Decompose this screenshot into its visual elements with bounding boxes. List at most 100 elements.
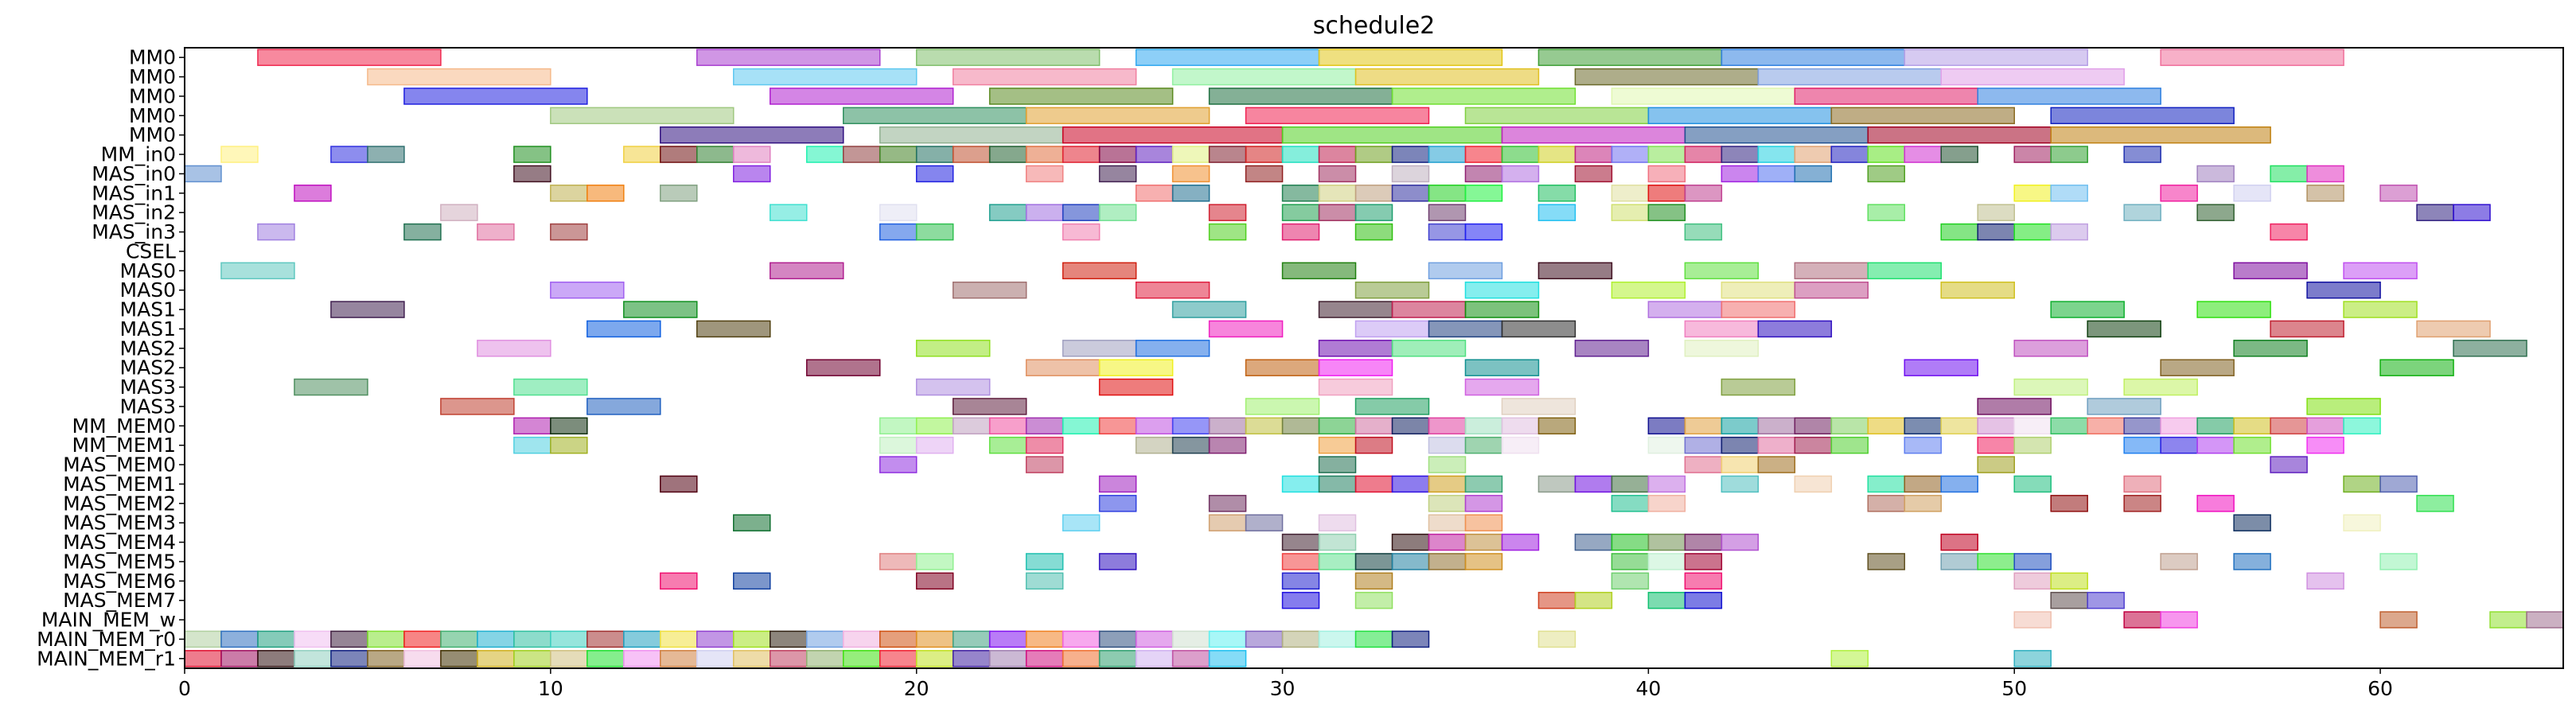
task-bar bbox=[1354, 223, 1393, 241]
task-bar bbox=[1867, 495, 1906, 512]
task-bar bbox=[1647, 165, 1686, 183]
task-bar bbox=[1794, 281, 1869, 299]
task-bar bbox=[1391, 165, 1430, 183]
task-bar bbox=[1464, 301, 1540, 318]
task-bar bbox=[770, 650, 808, 667]
task-bar bbox=[1721, 49, 1906, 66]
task-bar bbox=[1611, 204, 1650, 221]
task-bar bbox=[1318, 301, 1393, 318]
row-label: MAS1 bbox=[120, 298, 176, 321]
task-bar bbox=[1830, 107, 2015, 125]
task-bar bbox=[1647, 475, 1686, 493]
task-bar bbox=[1025, 165, 1064, 183]
task-bar bbox=[1245, 398, 1320, 415]
task-bar bbox=[1647, 417, 1686, 435]
task-bar bbox=[733, 68, 918, 86]
task-bar bbox=[1977, 223, 2015, 241]
task-bar bbox=[1574, 475, 1613, 493]
task-bar bbox=[1501, 146, 1540, 163]
task-bar bbox=[1391, 88, 1576, 105]
row-label: MM0 bbox=[129, 46, 176, 69]
task-bar bbox=[988, 417, 1027, 435]
task-bar bbox=[1098, 378, 1174, 396]
row-label: MAIN_MEM_w bbox=[41, 609, 176, 632]
task-bar bbox=[1757, 417, 1796, 435]
task-bar bbox=[952, 417, 991, 435]
task-bar bbox=[1354, 281, 1430, 299]
task-bar bbox=[1354, 630, 1393, 648]
task-bar bbox=[1501, 436, 1540, 454]
task-bar bbox=[2196, 165, 2235, 183]
task-bar bbox=[660, 126, 844, 144]
task-bar bbox=[1830, 417, 1869, 435]
task-bar bbox=[770, 262, 844, 280]
task-bar bbox=[2343, 417, 2381, 435]
task-bar bbox=[2160, 185, 2198, 202]
task-bar bbox=[1025, 553, 1064, 570]
task-bar bbox=[2196, 495, 2235, 512]
task-bar bbox=[1611, 185, 1650, 202]
task-bar bbox=[2050, 417, 2088, 435]
task-bar bbox=[879, 436, 918, 454]
task-bar bbox=[2306, 185, 2344, 202]
task-bar bbox=[1062, 223, 1101, 241]
task-bar bbox=[2306, 281, 2381, 299]
task-bar bbox=[1794, 88, 1978, 105]
task-bar bbox=[1611, 146, 1650, 163]
task-bar bbox=[1391, 533, 1430, 551]
task-bar bbox=[1537, 591, 1576, 609]
task-bar bbox=[1721, 533, 1760, 551]
task-bar bbox=[1684, 572, 1723, 590]
task-bar bbox=[2196, 204, 2235, 221]
task-bar bbox=[1135, 630, 1174, 648]
task-bar bbox=[1428, 495, 1467, 512]
task-bar bbox=[879, 553, 918, 570]
task-bar bbox=[2123, 417, 2161, 435]
task-bar bbox=[2050, 591, 2088, 609]
task-bar bbox=[1098, 417, 1137, 435]
task-bar bbox=[1098, 359, 1174, 376]
task-bar bbox=[587, 650, 625, 667]
task-bar bbox=[1647, 107, 1833, 125]
task-bar bbox=[587, 398, 661, 415]
row-label: MAS0 bbox=[120, 278, 176, 302]
task-bar bbox=[1721, 475, 1760, 493]
task-bar bbox=[915, 630, 954, 648]
task-bar bbox=[1171, 185, 1210, 202]
task-bar bbox=[1721, 417, 1760, 435]
task-bar bbox=[1940, 533, 1978, 551]
task-bar bbox=[294, 630, 332, 648]
row-label: MAS_MEM2 bbox=[63, 492, 176, 515]
task-bar bbox=[1428, 146, 1467, 163]
task-bar bbox=[1098, 204, 1137, 221]
task-bar bbox=[805, 630, 844, 648]
task-bar bbox=[1098, 650, 1137, 667]
task-bar bbox=[1354, 185, 1393, 202]
task-bar bbox=[550, 107, 735, 125]
task-bar bbox=[587, 320, 661, 338]
task-bar bbox=[1391, 146, 1430, 163]
task-bar bbox=[1062, 204, 1101, 221]
task-bar bbox=[1135, 185, 1174, 202]
task-bar bbox=[403, 650, 442, 667]
task-bar bbox=[1721, 146, 1760, 163]
task-bar bbox=[805, 650, 844, 667]
task-bar bbox=[1208, 223, 1247, 241]
task-bar bbox=[477, 650, 515, 667]
task-bar bbox=[696, 320, 771, 338]
task-bar bbox=[2013, 340, 2088, 357]
task-bar bbox=[915, 340, 991, 357]
task-bar bbox=[842, 107, 1027, 125]
task-bar bbox=[1647, 146, 1686, 163]
task-bar bbox=[1647, 533, 1686, 551]
task-bar bbox=[1281, 204, 1320, 221]
task-bar bbox=[257, 49, 442, 66]
task-bar bbox=[1794, 436, 1833, 454]
task-bar bbox=[1171, 301, 1247, 318]
task-bar bbox=[2160, 49, 2344, 66]
task-bar bbox=[1098, 495, 1137, 512]
task-bar bbox=[477, 630, 515, 648]
task-bar bbox=[2087, 591, 2125, 609]
task-bar bbox=[1501, 320, 1576, 338]
